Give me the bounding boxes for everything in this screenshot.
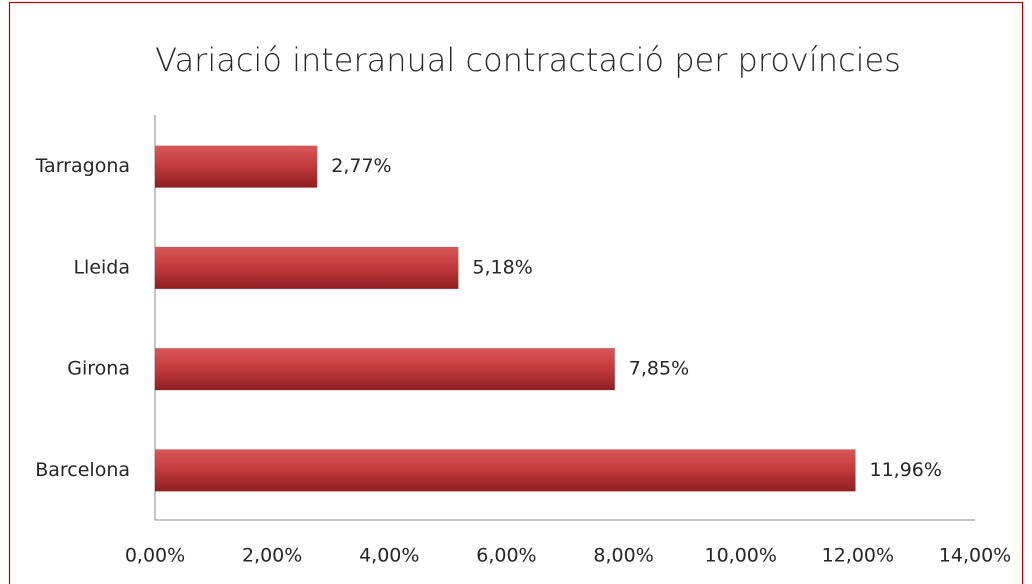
x-tick-label: 6,00% [476, 545, 536, 567]
bar [155, 449, 856, 492]
x-tick-label: 0,00% [125, 545, 185, 567]
y-tick-label: Barcelona [35, 459, 130, 481]
bar [155, 348, 615, 391]
y-tick-label: Girona [67, 358, 130, 380]
x-tick-label: 2,00% [242, 545, 302, 567]
x-tick-label: 12,00% [822, 545, 894, 567]
chart-border [8, 1, 1024, 584]
data-label: 2,77% [331, 155, 391, 177]
bar [155, 246, 459, 289]
x-tick-label: 10,00% [704, 545, 776, 567]
chart-title: Variació interanual contractació per pro… [155, 41, 901, 79]
data-label: 5,18% [472, 256, 532, 278]
data-label: 11,96% [870, 459, 942, 481]
y-tick-label: Tarragona [35, 155, 130, 177]
data-label: 7,85% [629, 358, 689, 380]
y-tick-label: Lleida [73, 256, 130, 278]
x-tick-label: 4,00% [359, 545, 419, 567]
bar [155, 145, 318, 188]
x-tick-label: 14,00% [939, 545, 1011, 567]
x-tick-label: 8,00% [593, 545, 653, 567]
